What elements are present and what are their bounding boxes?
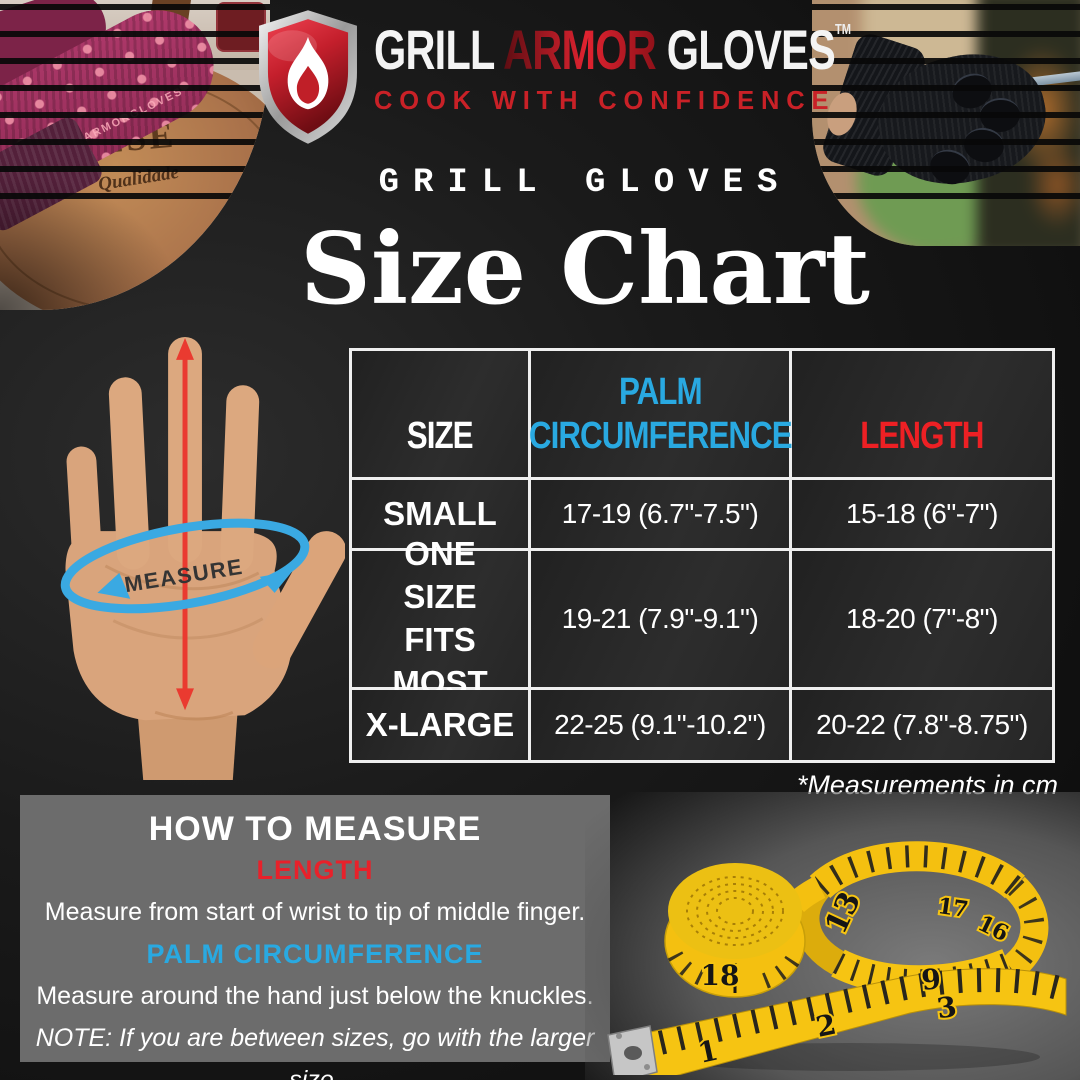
grilling-glove-photo — [812, 0, 1080, 246]
tape-end-clip — [607, 1025, 658, 1075]
size-chart-table: SIZE PALM CIRCUMFERENCE LENGTH SMALL 17-… — [349, 348, 1055, 763]
column-header-palm-circumference: PALM CIRCUMFERENCE — [529, 351, 792, 477]
measuring-tape-photo: 18 13 17 16 9 1 2 3 — [607, 841, 1067, 1075]
table-row-xlarge-length: 20-22 (7.8"-8.75") — [792, 690, 1052, 760]
brand-word-armor: ARMOR — [503, 18, 657, 81]
hand-measure-diagram: MEASURE — [60, 336, 345, 780]
tape-number: 18 — [701, 959, 740, 992]
table-row-osfm-palm: 19-21 (7.9"-9.1") — [531, 551, 789, 687]
brand-logo: GRILL ARMOR GLOVESTM COOK WITH CONFIDENC… — [252, 8, 1019, 146]
grill-grate-shadow — [812, 4, 1080, 209]
column-header-size: SIZE — [352, 351, 528, 477]
trademark-mark: TM — [834, 21, 852, 38]
table-row-small-size: SMALL — [352, 480, 528, 548]
palm-circumference-label: PALM CIRCUMFERENCE — [146, 939, 484, 969]
how-to-measure-box: HOW TO MEASURE LENGTH Measure from start… — [20, 795, 610, 1080]
grill-grate-shadow — [0, 4, 270, 216]
table-row-osfm-length: 18-20 (7"-8") — [792, 551, 1052, 687]
table-row-small-palm: 17-19 (6.7"-7.5") — [531, 480, 789, 548]
brand-name: GRILL ARMOR GLOVESTM — [374, 22, 851, 78]
sizing-note: NOTE: If you are between sizes, go with … — [35, 1024, 595, 1080]
tape-coil — [664, 863, 826, 998]
brand-word-grill: GRILL — [374, 18, 495, 81]
palm-circumference-ellipse — [60, 518, 310, 614]
how-to-measure-title: HOW TO MEASURE — [148, 810, 482, 848]
tape-straight-band — [617, 968, 1067, 1075]
tape-number: 17 — [936, 893, 970, 923]
page-title: Size Chart — [300, 212, 870, 327]
table-row-xlarge-size: X-LARGE — [352, 690, 528, 760]
length-label: LENGTH — [256, 855, 374, 885]
table-row-osfm-size: ONE SIZE FITS MOST — [352, 535, 528, 701]
palm-instruction: Measure around the hand just below the k… — [36, 982, 594, 1010]
table-row-xlarge-palm: 22-25 (9.1"-10.2") — [531, 690, 789, 760]
shield-flame-icon — [259, 10, 357, 144]
brand-tagline: COOK WITH CONFIDENCE — [374, 85, 836, 115]
column-header-length: LENGTH — [792, 351, 1052, 477]
kicker-heading: GRILL GLOVES — [378, 164, 792, 202]
brand-wordmark: GRILL ARMOR GLOVESTM COOK WITH CONFIDENC… — [374, 8, 1019, 116]
brand-word-gloves: GLOVES — [666, 18, 836, 81]
tape-number: 16 — [974, 910, 1013, 947]
table-row-small-length: 15-18 (6"-7") — [792, 480, 1052, 548]
length-instruction: Measure from start of wrist to tip of mi… — [44, 898, 586, 926]
hand-illustration — [65, 336, 345, 780]
tape-number: 9 — [920, 962, 942, 997]
